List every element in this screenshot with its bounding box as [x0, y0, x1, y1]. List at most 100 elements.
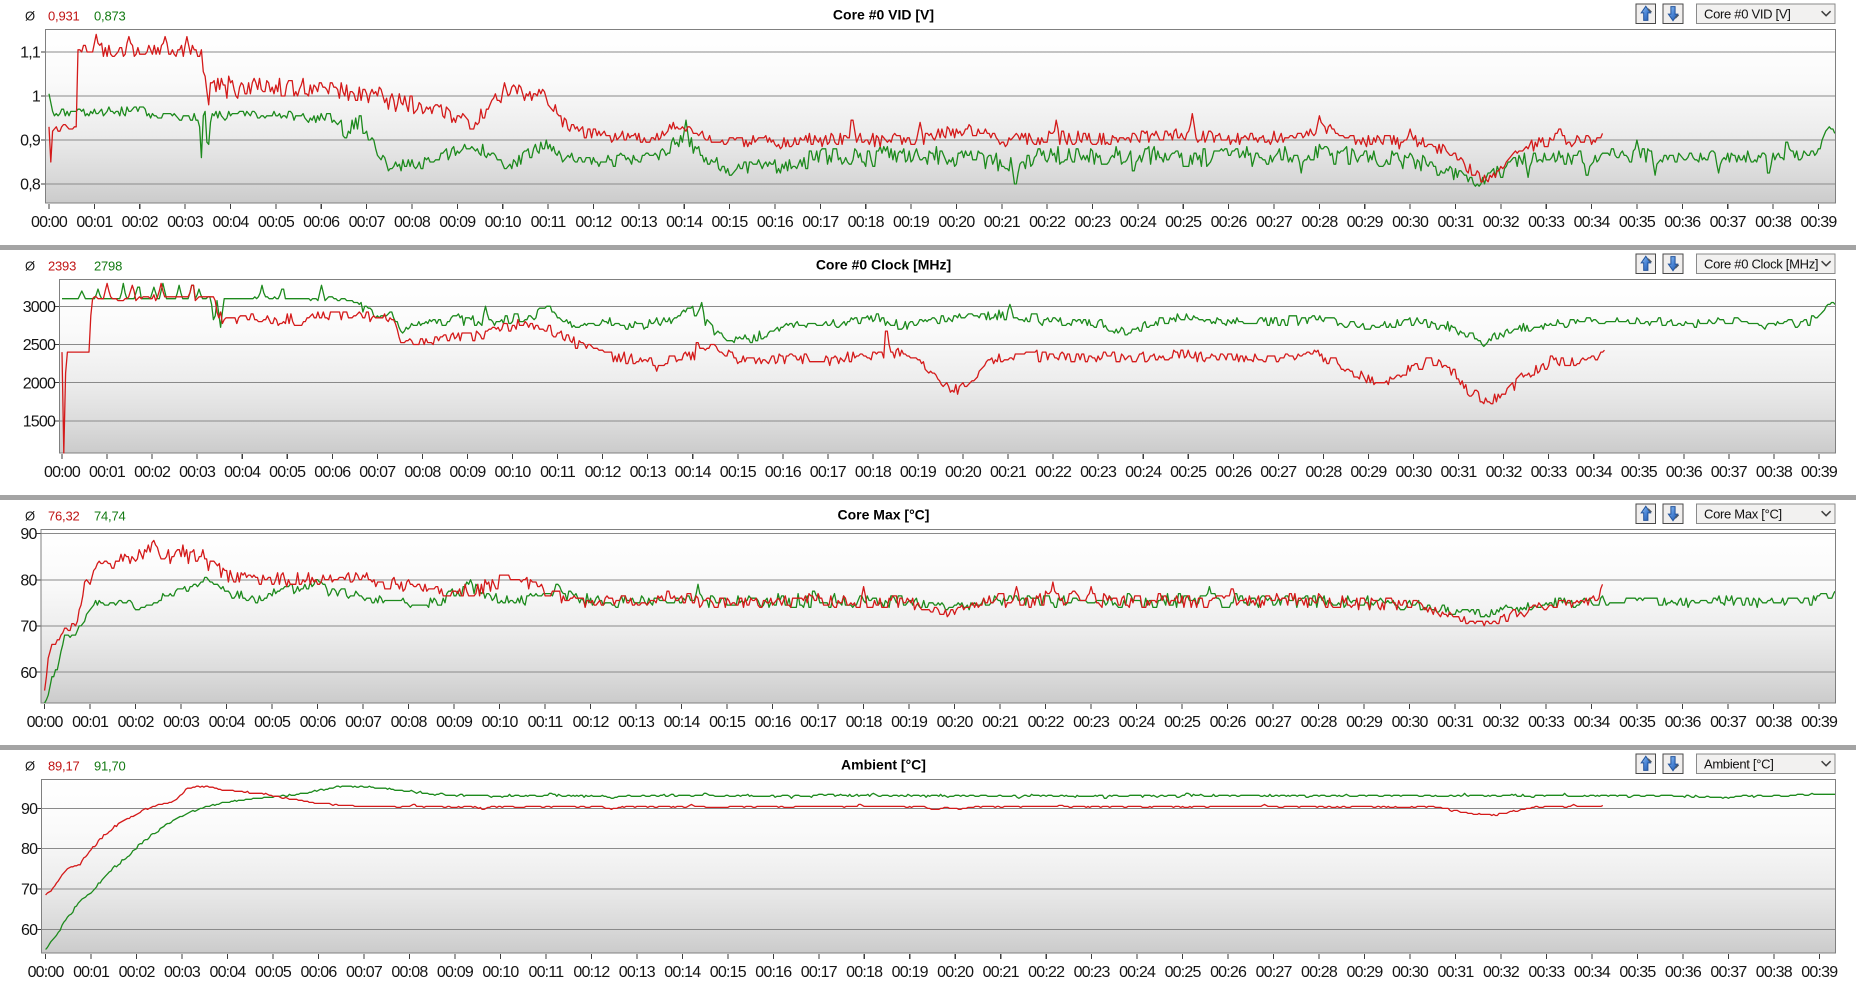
svg-text:00:06: 00:06 — [300, 964, 337, 981]
svg-text:00:39: 00:39 — [1800, 214, 1837, 231]
svg-text:00:35: 00:35 — [1621, 464, 1658, 481]
svg-text:00:27: 00:27 — [1256, 964, 1293, 981]
svg-text:00:17: 00:17 — [800, 714, 837, 731]
svg-text:00:08: 00:08 — [391, 964, 428, 981]
svg-text:00:26: 00:26 — [1210, 714, 1247, 731]
svg-text:00:31: 00:31 — [1437, 964, 1474, 981]
svg-text:00:02: 00:02 — [134, 464, 171, 481]
svg-text:00:21: 00:21 — [982, 714, 1019, 731]
svg-text:00:10: 00:10 — [482, 964, 519, 981]
svg-text:00:18: 00:18 — [846, 714, 883, 731]
svg-text:00:11: 00:11 — [531, 214, 567, 231]
svg-text:00:10: 00:10 — [485, 214, 522, 231]
svg-text:00:07: 00:07 — [349, 214, 386, 231]
svg-text:00:30: 00:30 — [1392, 214, 1429, 231]
svg-text:00:23: 00:23 — [1073, 714, 1110, 731]
svg-text:00:28: 00:28 — [1301, 214, 1338, 231]
svg-text:Core Max [°C]: Core Max [°C] — [1704, 506, 1782, 521]
svg-text:00:07: 00:07 — [359, 464, 396, 481]
svg-text:00:21: 00:21 — [984, 214, 1021, 231]
svg-text:1,1: 1,1 — [20, 45, 41, 62]
svg-text:00:14: 00:14 — [666, 214, 703, 231]
svg-text:00:34: 00:34 — [1574, 214, 1611, 231]
svg-text:00:22: 00:22 — [1035, 464, 1072, 481]
svg-text:00:33: 00:33 — [1528, 214, 1565, 231]
svg-text:00:13: 00:13 — [618, 714, 655, 731]
svg-text:0,873: 0,873 — [94, 9, 126, 24]
svg-text:00:09: 00:09 — [439, 214, 476, 231]
svg-text:00:01: 00:01 — [89, 464, 126, 481]
svg-text:00:24: 00:24 — [1119, 714, 1156, 731]
svg-text:00:20: 00:20 — [945, 464, 982, 481]
svg-text:00:35: 00:35 — [1619, 964, 1656, 981]
svg-text:00:07: 00:07 — [345, 714, 382, 731]
svg-text:00:22: 00:22 — [1028, 714, 1065, 731]
svg-text:2393: 2393 — [48, 259, 76, 274]
svg-text:00:27: 00:27 — [1256, 214, 1293, 231]
svg-text:3000: 3000 — [23, 299, 56, 316]
svg-text:00:28: 00:28 — [1301, 714, 1338, 731]
svg-text:00:29: 00:29 — [1346, 964, 1383, 981]
svg-text:00:36: 00:36 — [1665, 964, 1702, 981]
svg-text:00:09: 00:09 — [437, 964, 474, 981]
svg-text:Ø: Ø — [25, 259, 35, 274]
svg-text:00:32: 00:32 — [1483, 214, 1520, 231]
svg-text:00:16: 00:16 — [757, 214, 794, 231]
svg-text:00:02: 00:02 — [118, 714, 155, 731]
svg-text:00:04: 00:04 — [209, 714, 246, 731]
svg-text:00:37: 00:37 — [1710, 214, 1747, 231]
svg-text:00:29: 00:29 — [1347, 214, 1384, 231]
svg-text:00:04: 00:04 — [212, 214, 249, 231]
svg-text:00:37: 00:37 — [1711, 464, 1748, 481]
svg-text:00:06: 00:06 — [303, 214, 340, 231]
svg-text:00:19: 00:19 — [891, 714, 928, 731]
svg-text:00:12: 00:12 — [585, 464, 622, 481]
svg-text:Ambient [°C]: Ambient [°C] — [1704, 756, 1774, 771]
svg-text:00:03: 00:03 — [163, 714, 200, 731]
svg-text:00:29: 00:29 — [1346, 714, 1383, 731]
svg-text:00:01: 00:01 — [72, 714, 109, 731]
svg-text:00:05: 00:05 — [254, 714, 291, 731]
svg-text:00:11: 00:11 — [528, 964, 564, 981]
svg-text:00:18: 00:18 — [846, 964, 883, 981]
svg-text:00:00: 00:00 — [28, 964, 65, 981]
svg-text:00:35: 00:35 — [1619, 214, 1656, 231]
svg-text:00:12: 00:12 — [575, 214, 612, 231]
svg-text:00:39: 00:39 — [1801, 464, 1838, 481]
svg-text:1: 1 — [32, 89, 41, 106]
svg-text:00:05: 00:05 — [258, 214, 295, 231]
svg-text:00:06: 00:06 — [314, 464, 351, 481]
svg-text:00:07: 00:07 — [346, 964, 383, 981]
svg-text:91,70: 91,70 — [94, 759, 126, 774]
svg-text:00:18: 00:18 — [848, 214, 885, 231]
svg-text:00:37: 00:37 — [1710, 964, 1747, 981]
svg-text:00:15: 00:15 — [709, 714, 746, 731]
svg-text:00:18: 00:18 — [855, 464, 892, 481]
svg-text:0,9: 0,9 — [20, 133, 41, 150]
svg-text:00:23: 00:23 — [1080, 464, 1117, 481]
svg-text:80: 80 — [21, 841, 38, 858]
svg-text:00:13: 00:13 — [619, 964, 656, 981]
svg-text:00:27: 00:27 — [1255, 714, 1292, 731]
svg-text:00:33: 00:33 — [1528, 714, 1565, 731]
svg-text:00:09: 00:09 — [436, 714, 473, 731]
svg-text:00:28: 00:28 — [1301, 964, 1338, 981]
svg-text:00:13: 00:13 — [621, 214, 658, 231]
svg-text:2798: 2798 — [94, 259, 122, 274]
svg-text:00:11: 00:11 — [528, 714, 564, 731]
svg-text:00:08: 00:08 — [391, 714, 428, 731]
svg-text:00:15: 00:15 — [711, 214, 748, 231]
svg-text:60: 60 — [20, 665, 37, 682]
svg-text:00:11: 00:11 — [540, 464, 576, 481]
svg-text:00:27: 00:27 — [1260, 464, 1297, 481]
svg-text:00:00: 00:00 — [27, 714, 64, 731]
svg-text:00:06: 00:06 — [300, 714, 337, 731]
svg-text:74,74: 74,74 — [94, 509, 126, 524]
svg-text:89,17: 89,17 — [48, 759, 80, 774]
svg-text:00:31: 00:31 — [1440, 464, 1477, 481]
svg-text:00:08: 00:08 — [404, 464, 441, 481]
svg-text:00:17: 00:17 — [810, 464, 847, 481]
svg-text:00:32: 00:32 — [1483, 714, 1520, 731]
svg-text:00:39: 00:39 — [1801, 714, 1838, 731]
svg-text:00:25: 00:25 — [1170, 464, 1207, 481]
